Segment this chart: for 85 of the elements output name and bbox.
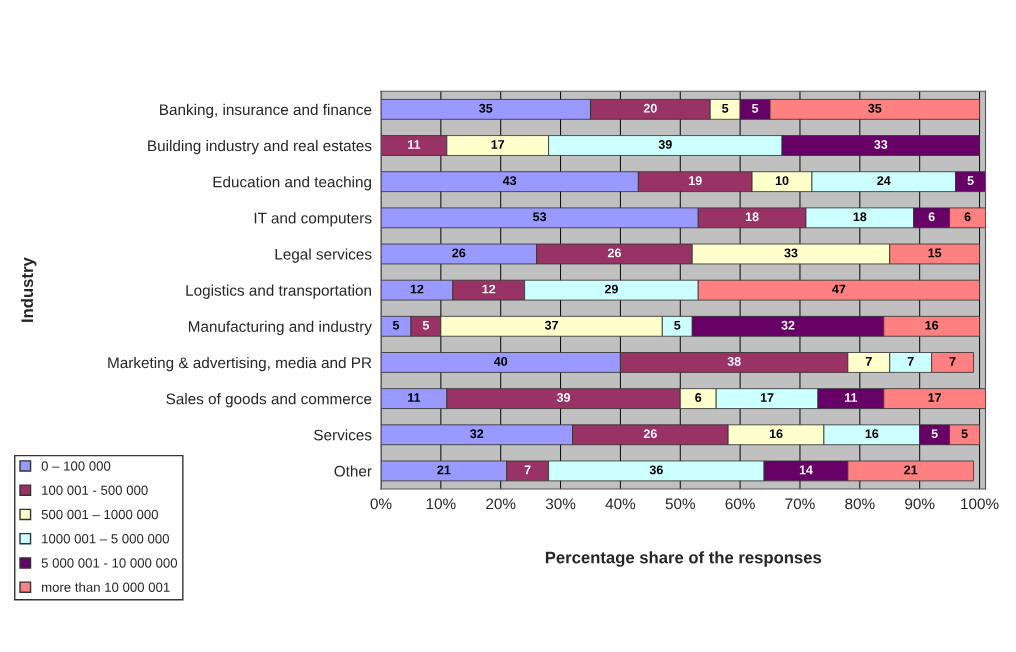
y-tick-label: Logistics and transportation (186, 284, 371, 299)
data-label: 7 (524, 465, 531, 475)
data-label: 7 (949, 357, 956, 366)
data-label: 11 (845, 393, 858, 402)
y-tick-label: Banking, insurance and finance (160, 103, 372, 119)
data-label: 38 (727, 356, 741, 366)
legend-label: 1000 001 – 5 000 000 (42, 534, 169, 544)
data-label: 36 (649, 465, 663, 475)
data-label: 17 (928, 393, 942, 402)
data-label: 5 (674, 320, 681, 330)
data-label: 47 (832, 284, 846, 294)
data-label: 15 (928, 248, 942, 258)
data-label: 26 (643, 429, 657, 439)
data-label: 7 (865, 357, 872, 366)
data-label: 21 (437, 465, 451, 475)
data-label: 14 (799, 465, 813, 475)
y-tick-label: Building industry and real estates (148, 139, 372, 155)
data-label: 5 (422, 320, 430, 330)
data-label: 37 (544, 320, 558, 330)
data-label: 16 (925, 320, 939, 330)
data-label: 29 (604, 284, 618, 294)
data-label: 21 (904, 465, 918, 475)
x-tick-label: 80% (845, 498, 875, 510)
data-label: 5 (967, 176, 974, 186)
data-label: 26 (452, 248, 466, 258)
data-label: 5 (931, 429, 938, 439)
y-tick-label: Services (314, 429, 372, 441)
y-axis-title: Industry (20, 257, 37, 322)
data-label: 18 (745, 212, 759, 222)
data-label: 6 (964, 212, 971, 222)
y-tick-label: Legal services (275, 248, 372, 263)
data-label: 10 (775, 176, 789, 186)
legend-label: 500 001 – 1000 000 (41, 509, 158, 520)
x-tick-label: 0% (370, 498, 392, 510)
data-label: 39 (556, 393, 571, 402)
data-label: 16 (769, 429, 783, 439)
data-label: 5 (392, 320, 400, 330)
x-tick-label: 40% (605, 498, 636, 510)
data-label: 19 (689, 176, 702, 186)
data-label: 26 (607, 248, 621, 258)
y-tick-label: Sales of goods and commerce (166, 393, 372, 408)
x-tick-label: 50% (665, 498, 696, 510)
y-tick-label: Manufacturing and industry (188, 320, 372, 335)
data-label: 6 (695, 393, 702, 402)
x-tick-label: 10% (426, 498, 456, 510)
data-label: 35 (479, 103, 493, 113)
data-label: 5 (722, 103, 729, 113)
data-label: 33 (784, 248, 798, 258)
data-label: 12 (410, 284, 424, 294)
data-label: 11 (408, 140, 421, 149)
data-label: 17 (491, 140, 505, 149)
data-label: 39 (658, 140, 672, 149)
data-label: 32 (781, 320, 795, 330)
data-label: 33 (874, 140, 888, 149)
data-label: 5 (961, 429, 968, 439)
data-label: 53 (533, 212, 547, 222)
data-label: 17 (760, 393, 774, 402)
y-tick-label: IT and computers (254, 212, 372, 227)
data-label: 40 (493, 356, 508, 366)
x-tick-label: 30% (545, 498, 576, 510)
data-label: 24 (877, 176, 891, 185)
x-tick-label: 60% (725, 498, 755, 510)
y-tick-label: Education and teaching (213, 176, 371, 191)
legend-label: more than 10 000 001 (41, 582, 170, 592)
data-label: 18 (853, 212, 867, 222)
data-label: 43 (502, 176, 517, 186)
x-axis-title: Percentage share of the responses (545, 551, 822, 567)
data-label: 5 (751, 103, 759, 113)
x-tick-label: 70% (785, 498, 815, 510)
data-label: 12 (482, 284, 496, 294)
data-label: 6 (928, 212, 935, 222)
data-label: 35 (868, 103, 882, 113)
data-label: 11 (408, 393, 421, 402)
data-label: 7 (907, 357, 914, 366)
y-tick-label: Marketing & advertising, media and PR (108, 356, 372, 372)
legend-label: 5 000 001 - 10 000 000 (41, 558, 178, 568)
legend-label: 100 001 - 500 000 (42, 485, 148, 495)
x-tick-label: 100% (961, 498, 999, 510)
legend-label: 0 – 100 000 (41, 461, 111, 471)
x-tick-label: 20% (486, 498, 516, 510)
data-label: 20 (643, 103, 657, 113)
data-label: 32 (470, 429, 484, 439)
data-label: 16 (865, 429, 879, 439)
x-tick-label: 90% (905, 498, 935, 510)
y-tick-label: Other (334, 465, 372, 477)
